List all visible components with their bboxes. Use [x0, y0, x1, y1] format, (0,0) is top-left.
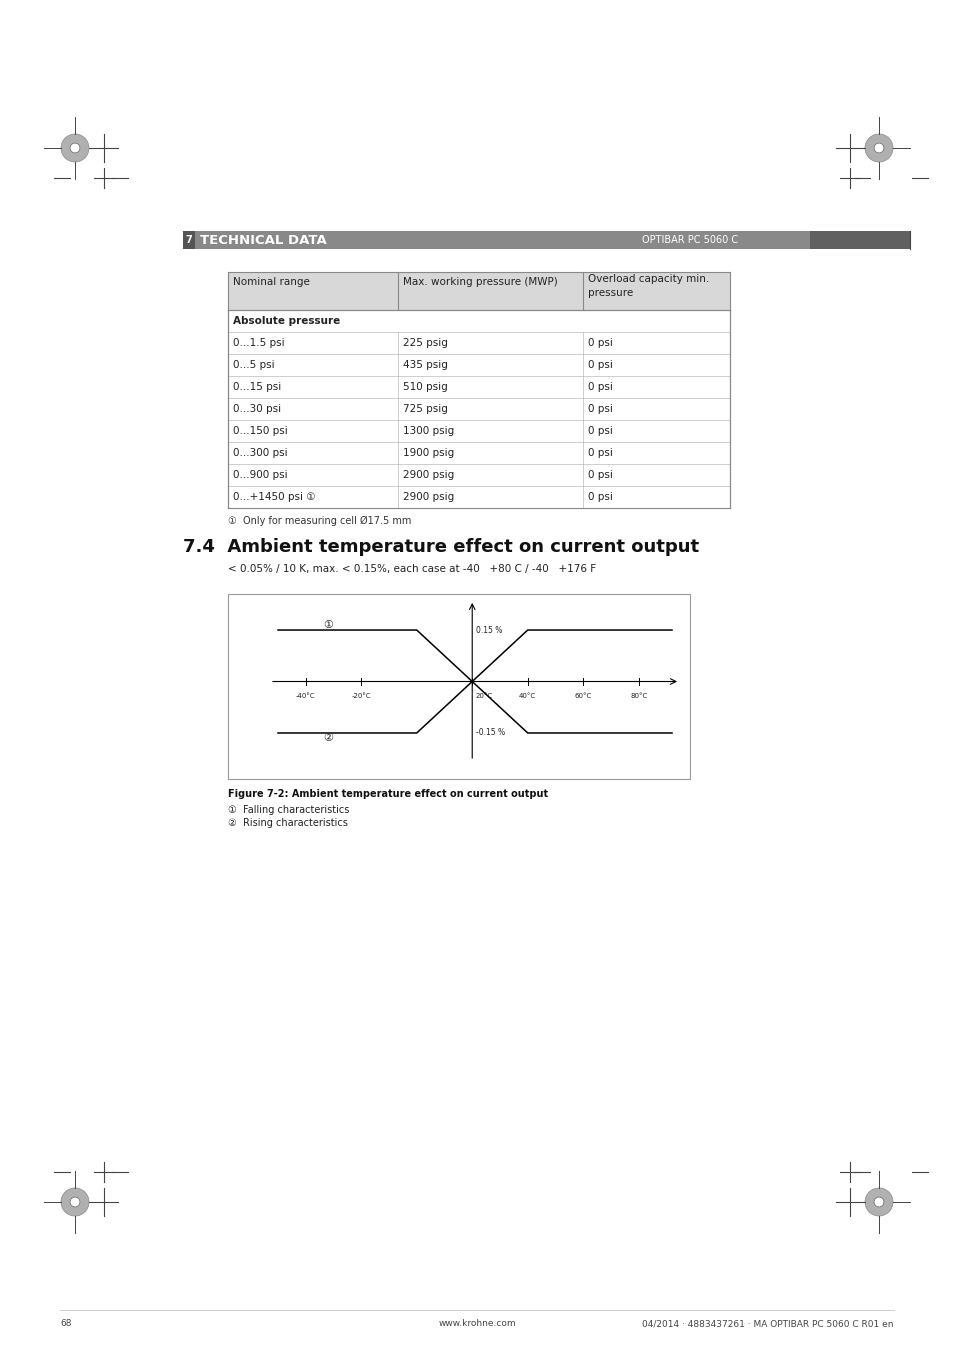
- Circle shape: [873, 1197, 883, 1207]
- Text: 0 psi: 0 psi: [587, 491, 612, 502]
- Text: 40°C: 40°C: [518, 693, 536, 698]
- Text: 20°C: 20°C: [475, 693, 492, 698]
- Circle shape: [873, 143, 883, 153]
- Text: ①  Only for measuring cell Ø17.5 mm: ① Only for measuring cell Ø17.5 mm: [228, 516, 411, 526]
- Text: ①  Falling characteristics: ① Falling characteristics: [228, 805, 349, 815]
- Text: 0 psi: 0 psi: [587, 382, 612, 391]
- Text: 1900 psig: 1900 psig: [402, 448, 454, 458]
- Text: -40°C: -40°C: [295, 693, 315, 698]
- Text: 0.15 %: 0.15 %: [476, 625, 502, 634]
- Text: 0 psi: 0 psi: [587, 338, 612, 348]
- Text: 510 psig: 510 psig: [402, 382, 447, 391]
- Text: 0 psi: 0 psi: [587, 427, 612, 436]
- Text: 0...1.5 psi: 0...1.5 psi: [233, 338, 284, 348]
- Text: www.krohne.com: www.krohne.com: [437, 1319, 516, 1328]
- Text: 225 psig: 225 psig: [402, 338, 447, 348]
- Text: 0...5 psi: 0...5 psi: [233, 360, 274, 370]
- Text: Absolute pressure: Absolute pressure: [233, 316, 340, 325]
- Bar: [228, 271, 729, 310]
- Circle shape: [70, 1197, 80, 1207]
- Text: 1300 psig: 1300 psig: [402, 427, 454, 436]
- Text: 0 psi: 0 psi: [587, 360, 612, 370]
- Bar: [809, 231, 909, 248]
- Text: 04/2014 · 4883437261 · MA OPTIBAR PC 5060 C R01 en: 04/2014 · 4883437261 · MA OPTIBAR PC 506…: [641, 1319, 893, 1328]
- Text: ②: ②: [323, 733, 333, 743]
- Text: 60°C: 60°C: [574, 693, 591, 698]
- Text: 2900 psig: 2900 psig: [402, 470, 454, 481]
- Text: Overload capacity min.: Overload capacity min.: [587, 274, 708, 284]
- Text: ①: ①: [323, 620, 333, 630]
- Bar: [194, 231, 809, 248]
- Text: 0...30 psi: 0...30 psi: [233, 404, 281, 414]
- Text: 7: 7: [186, 235, 193, 244]
- Text: 0...300 psi: 0...300 psi: [233, 448, 287, 458]
- Text: 0 psi: 0 psi: [587, 448, 612, 458]
- Circle shape: [864, 1188, 892, 1216]
- Text: Max. working pressure (MWP): Max. working pressure (MWP): [402, 277, 558, 288]
- Circle shape: [864, 134, 892, 162]
- Text: -20°C: -20°C: [351, 693, 371, 698]
- Text: Figure 7-2: Ambient temperature effect on current output: Figure 7-2: Ambient temperature effect o…: [228, 788, 548, 799]
- Text: 0 psi: 0 psi: [587, 470, 612, 481]
- Text: 0...15 psi: 0...15 psi: [233, 382, 281, 391]
- Text: 725 psig: 725 psig: [402, 404, 447, 414]
- Text: 0 psi: 0 psi: [587, 404, 612, 414]
- Text: 68: 68: [60, 1319, 71, 1328]
- Text: 80°C: 80°C: [629, 693, 647, 698]
- Text: pressure: pressure: [587, 288, 633, 298]
- Text: 7.4  Ambient temperature effect on current output: 7.4 Ambient temperature effect on curren…: [183, 539, 699, 556]
- Text: 435 psig: 435 psig: [402, 360, 447, 370]
- Text: < 0.05% / 10 K, max. < 0.15%, each case at -40   +80 C / -40   +176 F: < 0.05% / 10 K, max. < 0.15%, each case …: [228, 564, 596, 574]
- Text: 0...900 psi: 0...900 psi: [233, 470, 287, 481]
- Circle shape: [61, 134, 89, 162]
- Circle shape: [61, 1188, 89, 1216]
- Text: -0.15 %: -0.15 %: [476, 729, 505, 737]
- Text: Nominal range: Nominal range: [233, 277, 310, 288]
- Text: 2900 psig: 2900 psig: [402, 491, 454, 502]
- Bar: [183, 231, 194, 248]
- Text: ②  Rising characteristics: ② Rising characteristics: [228, 818, 348, 828]
- Bar: [228, 594, 689, 779]
- Circle shape: [70, 143, 80, 153]
- Text: OPTIBAR PC 5060 C: OPTIBAR PC 5060 C: [641, 235, 738, 244]
- Text: 0...+1450 psi ①: 0...+1450 psi ①: [233, 491, 315, 502]
- Text: 0...150 psi: 0...150 psi: [233, 427, 288, 436]
- Text: TECHNICAL DATA: TECHNICAL DATA: [200, 234, 327, 247]
